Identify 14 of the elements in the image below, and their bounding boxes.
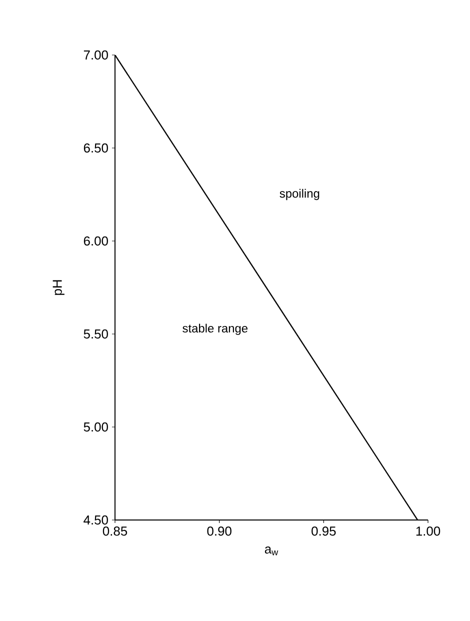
x-tick-label: 0.95 [312, 526, 336, 536]
x-tick-label: 0.85 [102, 526, 128, 536]
y-tick-label: 6.00 [84, 236, 108, 246]
y-tick-label: 6.50 [84, 143, 108, 153]
x-tick-label: 0.90 [207, 526, 232, 536]
y-tick-label: 5.50 [84, 329, 108, 339]
y-tick-label: 4.50 [84, 515, 108, 525]
annotation: spoiling [280, 188, 320, 200]
y-axis-title: pH [52, 280, 64, 295]
x-tick-label: 1.00 [416, 526, 440, 536]
x-axis-title: a$_{w}$ [264, 546, 278, 556]
y-tick-label: 5.00 [84, 422, 108, 432]
y-tick-label: 7.00 [84, 50, 108, 60]
annotation: stable range [182, 324, 248, 335]
